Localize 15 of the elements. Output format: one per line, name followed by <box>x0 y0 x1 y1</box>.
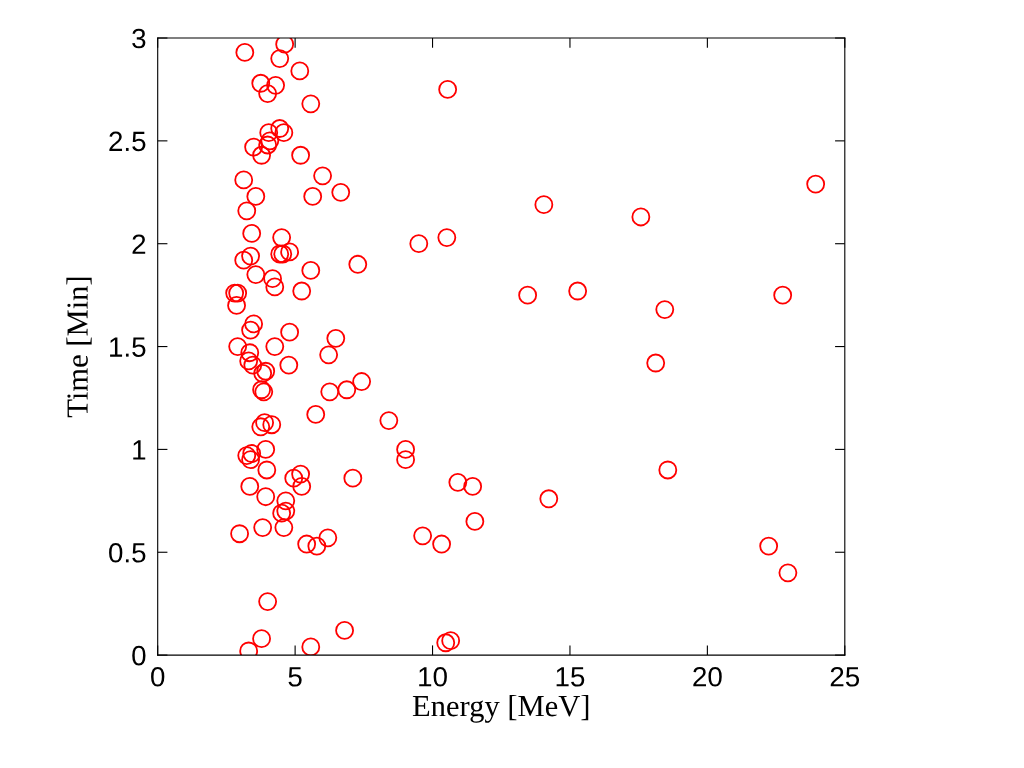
x-tick-label: 25 <box>830 666 860 687</box>
x-tick-label: 5 <box>288 667 302 687</box>
y-tick-label: 2 <box>132 234 146 254</box>
x-axis-title: Energy [MeV] <box>412 694 589 723</box>
y-tick-label: 1 <box>133 440 146 460</box>
y-tick-label: 1.5 <box>110 337 146 357</box>
x-tick-label: 10 <box>419 666 447 687</box>
x-tick-label: 0 <box>151 666 165 687</box>
y-tick-label: 0.5 <box>109 542 146 563</box>
x-tick-label: 20 <box>693 666 722 687</box>
x-tick-label: 15 <box>556 667 585 687</box>
y-tick-label: 3 <box>132 28 146 49</box>
y-axis-title: Time [Min] <box>66 277 92 418</box>
y-tick-label: 2.5 <box>109 131 146 152</box>
y-tick-label: 0 <box>132 645 146 666</box>
